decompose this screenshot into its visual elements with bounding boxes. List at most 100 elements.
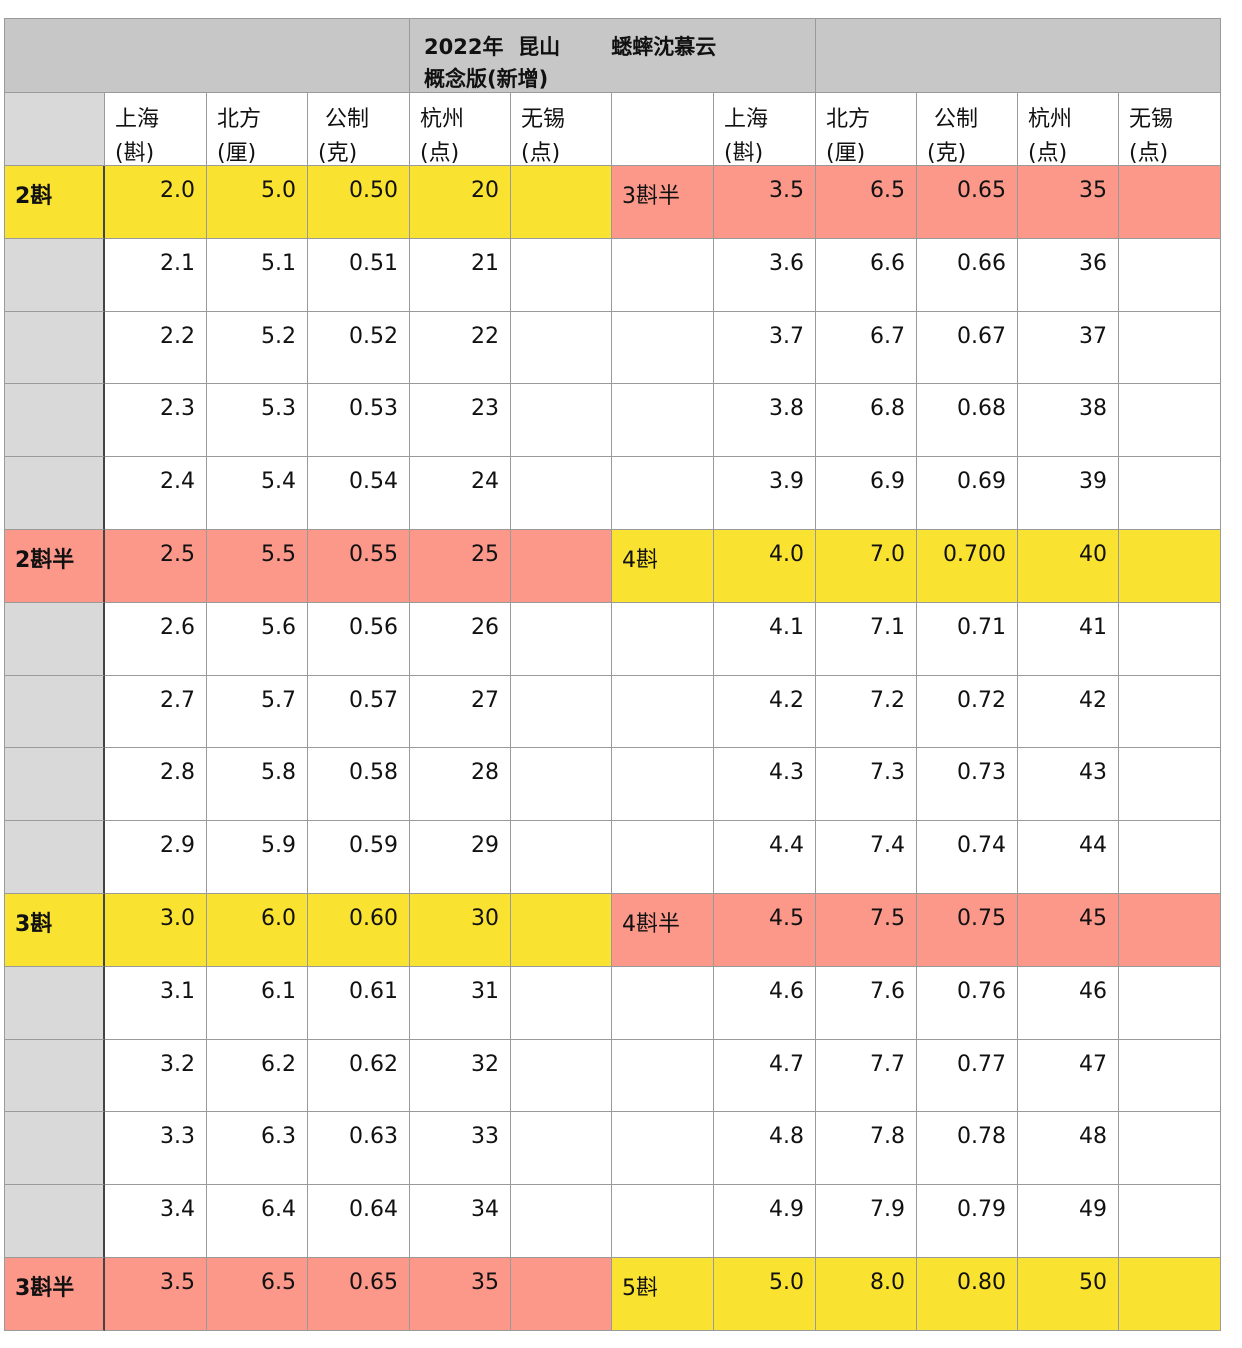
row-2-left-value-2: 5.1 [207,238,308,312]
row-9-right-value-1: 4.3 [714,748,816,822]
row-5-left-value-4: 24 [410,457,511,530]
row-16-left-value-5 [511,1258,612,1331]
row-5-left-value-5 [511,457,612,530]
row-7-right-value-2: 7.1 [816,602,917,676]
row-4-right-value-2: 6.8 [816,384,917,458]
row-9-right-value-4: 43 [1018,748,1119,822]
row-1-right-value-2: 6.5 [816,166,917,239]
row-2-left-label [4,238,105,312]
row-14-left-label [4,1112,105,1186]
row-16-right-value-1: 5.0 [714,1258,816,1331]
row-14-left-value-2: 6.3 [207,1112,308,1186]
row-2-left-value-4: 21 [410,238,511,312]
title-band-right [816,18,1221,93]
row-1-left-value-1: 2.0 [105,166,207,239]
row-12-left-value-4: 31 [410,966,511,1040]
row-3-right-value-3: 0.67 [917,311,1018,385]
row-12-right-value-1: 4.6 [714,966,816,1040]
row-11-left-value-4: 30 [410,894,511,967]
row-3-right-label [612,311,714,385]
row-11-left-value-1: 3.0 [105,894,207,967]
row-14-left-value-1: 3.3 [105,1112,207,1186]
row-14-right-value-1: 4.8 [714,1112,816,1186]
row-12-left-value-3: 0.61 [308,966,410,1040]
row-9-left-value-2: 5.8 [207,748,308,822]
row-13-right-value-5 [1119,1039,1221,1113]
row-15-right-value-3: 0.79 [917,1185,1018,1258]
row-15-left-label [4,1185,105,1258]
row-7-right-label [612,602,714,676]
row-1-left-value-4: 20 [410,166,511,239]
row-6-right-label: 4斟 [612,530,714,603]
row-5-right-value-4: 39 [1018,457,1119,530]
row-11-right-value-5 [1119,894,1221,967]
row-9-left-label [4,748,105,822]
row-10-right-value-2: 7.4 [816,821,917,894]
row-5-left-label [4,457,105,530]
row-12-right-value-3: 0.76 [917,966,1018,1040]
row-12-left-value-1: 3.1 [105,966,207,1040]
row-9-right-label [612,748,714,822]
row-13-left-value-2: 6.2 [207,1039,308,1113]
row-1-left-value-5 [511,166,612,239]
row-14-left-value-4: 33 [410,1112,511,1186]
row-1-left-label: 2斟 [4,166,105,239]
row-11-left-label: 3斟 [4,894,105,967]
row-1-right-value-4: 35 [1018,166,1119,239]
row-6-left-value-1: 2.5 [105,530,207,603]
row-14-left-value-5 [511,1112,612,1186]
row-5-right-value-1: 3.9 [714,457,816,530]
row-6-right-value-5 [1119,530,1221,603]
row-4-left-value-1: 2.3 [105,384,207,458]
header-corner [4,93,105,166]
row-14-left-value-3: 0.63 [308,1112,410,1186]
row-2-right-label [612,238,714,312]
row-7-left-value-4: 26 [410,602,511,676]
row-5-left-value-2: 5.4 [207,457,308,530]
row-15-right-value-4: 49 [1018,1185,1119,1258]
row-8-left-value-2: 5.7 [207,675,308,749]
row-2-left-value-5 [511,238,612,312]
row-12-left-value-2: 6.1 [207,966,308,1040]
row-3-right-value-1: 3.7 [714,311,816,385]
row-11-right-value-1: 4.5 [714,894,816,967]
row-4-left-value-2: 5.3 [207,384,308,458]
row-8-right-value-4: 42 [1018,675,1119,749]
row-11-left-value-2: 6.0 [207,894,308,967]
row-8-right-value-1: 4.2 [714,675,816,749]
row-11-right-value-2: 7.5 [816,894,917,967]
header-right-col-2: 北方 (厘) [816,93,917,166]
row-10-left-value-5 [511,821,612,894]
row-7-right-value-5 [1119,602,1221,676]
row-7-left-value-3: 0.56 [308,602,410,676]
row-6-right-value-1: 4.0 [714,530,816,603]
row-4-left-value-3: 0.53 [308,384,410,458]
row-12-right-value-4: 46 [1018,966,1119,1040]
row-8-right-value-2: 7.2 [816,675,917,749]
row-14-right-value-3: 0.78 [917,1112,1018,1186]
row-10-right-value-3: 0.74 [917,821,1018,894]
row-6-left-value-2: 5.5 [207,530,308,603]
title-line-2: 概念版(新增) [424,67,549,91]
row-7-right-value-4: 41 [1018,602,1119,676]
row-9-right-value-2: 7.3 [816,748,917,822]
conversion-table: 2022年 昆山 蟋蟀沈慕云 概念版(新增) 上海 (斟) 北方 (厘) 公制 (… [4,18,1221,1332]
row-14-right-value-2: 7.8 [816,1112,917,1186]
row-3-right-value-4: 37 [1018,311,1119,385]
row-4-left-label [4,384,105,458]
row-4-left-value-4: 23 [410,384,511,458]
row-2-left-value-3: 0.51 [308,238,410,312]
row-6-left-label: 2斟半 [4,530,105,603]
row-7-left-value-5 [511,602,612,676]
row-11-right-label: 4斟半 [612,894,714,967]
title-cell: 2022年 昆山 蟋蟀沈慕云 概念版(新增) [410,18,816,93]
row-9-right-value-3: 0.73 [917,748,1018,822]
row-13-right-value-2: 7.7 [816,1039,917,1113]
row-2-right-value-5 [1119,238,1221,312]
row-10-right-value-5 [1119,821,1221,894]
row-13-right-value-1: 4.7 [714,1039,816,1113]
row-4-left-value-5 [511,384,612,458]
row-1-right-label: 3斟半 [612,166,714,239]
row-4-right-label [612,384,714,458]
row-14-right-value-4: 48 [1018,1112,1119,1186]
